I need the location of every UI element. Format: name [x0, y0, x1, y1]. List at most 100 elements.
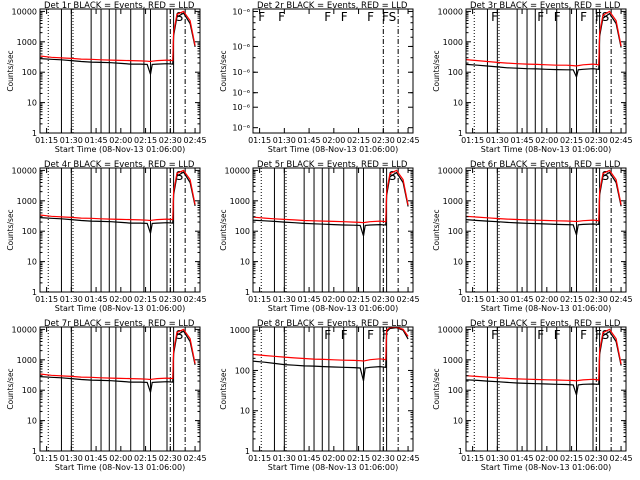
marker-F: F	[341, 328, 348, 342]
axes-frame	[465, 167, 627, 293]
axes-frame	[252, 8, 414, 134]
marker-F: F	[382, 10, 389, 24]
y-tick-label: 10	[453, 417, 463, 426]
axes-frame	[39, 8, 201, 134]
y-tick-label: 1	[245, 288, 250, 297]
y-axis-label: Counts/sec	[432, 209, 441, 250]
panel-title: Det 1r BLACK = Events, RED = LLD	[44, 1, 195, 11]
x-tick-label: 01:45	[511, 295, 534, 304]
y-axis-label: Counts/sec	[219, 209, 228, 250]
x-tick-label: 01:15	[461, 454, 484, 463]
y-tick-label: 100	[22, 386, 37, 395]
y-tick-label: 100	[235, 227, 250, 236]
y-axis-label: Counts/sec	[219, 368, 228, 409]
y-tick-label: 1000	[443, 197, 463, 206]
x-tick-label: 01:30	[486, 136, 509, 145]
x-tick-label: 02:00	[535, 454, 558, 463]
y-tick-label: 1000	[230, 326, 250, 335]
y-axis-label: Counts/sec	[432, 50, 441, 91]
y-tick-label: 1000	[17, 38, 37, 47]
y-tick-label: 100	[22, 227, 37, 236]
x-tick-label: 02:15	[134, 136, 157, 145]
x-tick-label: 02:00	[535, 295, 558, 304]
x-tick-label: 02:15	[560, 136, 583, 145]
x-tick-label: 02:45	[610, 295, 633, 304]
x-tick-label: 02:15	[560, 295, 583, 304]
panel-title: Det 6r BLACK = Events, RED = LLD	[470, 160, 621, 170]
marker-F: F	[324, 10, 331, 24]
y-tick-label: 1000	[17, 197, 37, 206]
x-tick-label: 02:00	[109, 295, 132, 304]
marker-S: S	[176, 10, 184, 24]
marker-F: F	[367, 328, 374, 342]
marker-F: F	[580, 328, 587, 342]
y-axis-label: Counts/sec	[6, 209, 15, 250]
x-tick-label: 01:30	[486, 454, 509, 463]
x-tick-label: 01:30	[60, 295, 83, 304]
panel-title: Det 2r BLACK = Events, RED = LLD	[257, 1, 408, 11]
x-tick-label: 02:30	[585, 295, 608, 304]
x-tick-label: 01:45	[298, 454, 321, 463]
panel-title: Det 9r BLACK = Events, RED = LLD	[470, 319, 621, 329]
y-tick-label: 10⁻⁶	[232, 7, 250, 16]
x-tick-label: 01:30	[273, 454, 296, 463]
x-tick-label: 02:45	[184, 454, 207, 463]
x-tick-label: 02:00	[322, 295, 345, 304]
x-tick-label: 02:15	[560, 454, 583, 463]
y-tick-label: 10000	[438, 325, 463, 334]
y-tick-label: 10	[27, 99, 37, 108]
axes-frame	[465, 326, 627, 452]
y-tick-label: 100	[22, 68, 37, 77]
x-axis-label: Start Time (08-Nov-13 01:06:00)	[55, 145, 185, 154]
axes-frame	[252, 326, 414, 452]
x-tick-label: 02:45	[184, 295, 207, 304]
x-axis-label: Start Time (08-Nov-13 01:06:00)	[268, 145, 398, 154]
x-tick-label: 02:00	[109, 454, 132, 463]
marker-F: F	[367, 10, 374, 24]
x-tick-label: 01:30	[273, 136, 296, 145]
marker-S: S	[176, 328, 184, 342]
x-tick-label: 02:15	[134, 295, 157, 304]
x-tick-label: 02:30	[159, 136, 182, 145]
x-tick-label: 01:45	[511, 136, 534, 145]
y-tick-label: 10	[27, 417, 37, 426]
x-tick-label: 01:30	[60, 136, 83, 145]
x-tick-label: 02:30	[585, 136, 608, 145]
y-axis-label: Counts/sec	[432, 368, 441, 409]
x-tick-label: 02:15	[347, 136, 370, 145]
y-axis-label: Counts/sec	[6, 368, 15, 409]
y-tick-label: 10000	[225, 166, 250, 175]
x-tick-label: 02:30	[585, 454, 608, 463]
x-tick-label: 02:00	[322, 454, 345, 463]
marker-F: F	[537, 328, 544, 342]
marker-S: S	[176, 169, 184, 183]
marker-F: F	[341, 10, 348, 24]
y-tick-label: 10⁻⁶	[232, 103, 250, 112]
x-tick-label: 02:15	[347, 454, 370, 463]
x-tick-label: 01:45	[298, 136, 321, 145]
x-axis-label: Start Time (08-Nov-13 01:06:00)	[55, 304, 185, 313]
panel-title: Det 8r BLACK = Events, RED = LLD	[257, 319, 408, 329]
y-axis-label: Counts/sec	[6, 50, 15, 91]
x-tick-label: 01:15	[248, 136, 271, 145]
marker-F: F	[491, 10, 498, 24]
marker-F: F	[278, 10, 285, 24]
y-tick-label: 1000	[443, 356, 463, 365]
series-events	[466, 171, 622, 236]
x-axis-label: Start Time (08-Nov-13 01:06:00)	[55, 463, 185, 472]
x-tick-label: 02:30	[159, 295, 182, 304]
x-tick-label: 02:45	[397, 454, 420, 463]
marker-F: F	[491, 328, 498, 342]
y-tick-label: 1	[32, 447, 37, 456]
x-tick-label: 01:30	[273, 295, 296, 304]
series-lld	[40, 10, 196, 63]
panel-title: Det 3r BLACK = Events, RED = LLD	[470, 1, 621, 11]
series-lld	[40, 328, 196, 381]
y-tick-label: 10	[27, 258, 37, 267]
x-tick-label: 02:00	[535, 136, 558, 145]
marker-F: F	[324, 328, 331, 342]
